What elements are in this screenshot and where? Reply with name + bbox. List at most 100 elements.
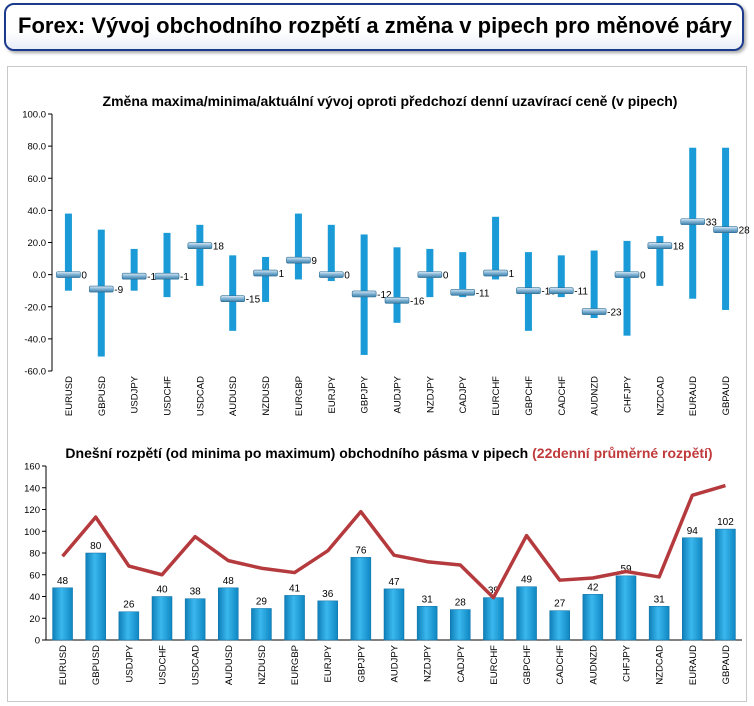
range-bar xyxy=(97,229,105,357)
category-label: EURCHF xyxy=(491,376,502,416)
bar xyxy=(682,537,703,641)
category-label: EURJPY xyxy=(327,375,338,413)
current-marker xyxy=(220,295,246,303)
bar-chart-bars: 48 80 26 40 38 48 29 41 36 76 47 31 28 39 49 27 42 59 31 94… xyxy=(52,517,736,641)
category-label: AUDUSD xyxy=(228,376,239,416)
category-label: EURGBP xyxy=(294,376,305,416)
bar xyxy=(52,587,73,641)
bar xyxy=(317,600,338,641)
category-label: AUDNZD xyxy=(590,376,601,416)
current-marker xyxy=(253,269,278,277)
current-marker xyxy=(647,242,673,250)
category-label: NZDJPY xyxy=(425,375,436,413)
bar-chart-title-group: Dnešní rozpětí (od minima po maximum) ob… xyxy=(65,445,712,461)
y-tick-label: 0.0 xyxy=(33,270,46,281)
current-marker xyxy=(384,297,410,304)
category-label: CADCHF xyxy=(557,376,568,416)
bar xyxy=(118,611,140,641)
category-label: NZDCAD xyxy=(655,376,666,416)
current-marker xyxy=(516,287,541,294)
current-marker xyxy=(318,271,344,278)
current-value-label: 28 xyxy=(739,226,751,237)
bar-value-label: 49 xyxy=(521,575,533,586)
current-value-label: 1 xyxy=(509,269,515,280)
current-value-label: -11 xyxy=(574,287,588,298)
range-chart-y-axis: 100.0 80.0 60.0 40.0 20.0 0.0 -20.0 -40.0 -60.0 xyxy=(22,110,53,378)
range-bar xyxy=(229,255,237,331)
bar-chart-x-axis: EURUSD GBPUSD USDJPY USDCHF USDCAD AUDUSD NZDU… xyxy=(58,644,732,685)
bar-value-label: 102 xyxy=(717,517,734,528)
current-value-label: -12 xyxy=(377,290,392,301)
category-label: GBPUSD xyxy=(97,376,108,416)
current-marker xyxy=(450,288,476,296)
range-chart-title: Změna maxima/minima/aktuální vývoj oprot… xyxy=(103,93,678,109)
category-label: GBPJPY xyxy=(360,375,371,413)
range-bar xyxy=(130,248,138,291)
y-tick-label: 60 xyxy=(29,570,40,581)
category-label: GBPAUD xyxy=(721,645,732,685)
current-value-label: 0 xyxy=(443,271,449,282)
bar xyxy=(350,557,372,641)
current-marker xyxy=(187,242,213,250)
bar-value-label: 26 xyxy=(123,600,135,611)
current-marker xyxy=(483,269,508,277)
category-label: EURUSD xyxy=(58,645,69,685)
current-marker xyxy=(614,271,640,278)
page-title: Forex: Vývoj obchodního rozpětí a změna … xyxy=(18,13,732,38)
category-label: EURAUD xyxy=(688,376,699,416)
bar-value-label: 59 xyxy=(620,564,632,575)
bar xyxy=(516,586,537,641)
y-tick-label: 40 xyxy=(29,592,40,603)
y-tick-label: -40.0 xyxy=(24,334,46,345)
y-tick-label: 80.0 xyxy=(28,142,47,153)
y-tick-label: 80 xyxy=(29,549,40,560)
y-tick-label: 20.0 xyxy=(28,238,47,249)
category-label: AUDJPY xyxy=(393,375,404,413)
category-label: EURUSD xyxy=(64,376,75,416)
range-bar xyxy=(492,216,500,280)
bar-value-label: 94 xyxy=(687,526,699,537)
bar-value-label: 42 xyxy=(587,582,599,593)
current-marker xyxy=(88,285,114,293)
range-chart-bars: 0 -9 -1 -1 18 -15 1 9 0 -12 -16 0 -11 1 -10 -11 -23 0 18 33… xyxy=(56,147,751,357)
category-label: GBPAUD xyxy=(721,376,732,416)
bar-value-label: 28 xyxy=(455,598,467,609)
current-value-label: -1 xyxy=(180,272,189,283)
y-tick-label: -20.0 xyxy=(24,302,46,313)
bar xyxy=(450,609,471,641)
y-tick-label: -60.0 xyxy=(24,367,46,378)
current-marker xyxy=(581,308,607,315)
bar xyxy=(151,596,173,641)
bar xyxy=(184,598,206,641)
range-chart: Změna maxima/minima/aktuální vývoj oprot… xyxy=(22,93,750,416)
bar-value-label: 40 xyxy=(156,585,168,596)
category-label: GBPCHF xyxy=(524,376,535,416)
bar-value-label: 36 xyxy=(322,589,334,600)
category-label: CADCHF xyxy=(555,645,566,685)
category-label: CADJPY xyxy=(456,644,467,682)
bar xyxy=(251,608,272,641)
bar-chart-average-line xyxy=(61,483,726,600)
bar-chart-title: Dnešní rozpětí (od minima po maximum) ob… xyxy=(65,445,528,461)
bar xyxy=(416,606,438,641)
category-label: GBPJPY xyxy=(356,644,367,682)
y-tick-label: 140 xyxy=(24,483,40,494)
range-bar xyxy=(294,213,302,280)
category-label: USDCHF xyxy=(158,645,169,685)
category-label: AUDUSD xyxy=(224,645,235,685)
range-chart-x-axis: EURUSD GBPUSD USDJPY USDCHF USDCAD AUDUSD NZDU… xyxy=(64,375,732,416)
category-label: CHFJPY xyxy=(623,375,634,413)
category-label: NZDCAD xyxy=(655,645,666,685)
bar xyxy=(648,606,670,641)
current-value-label: -16 xyxy=(410,296,425,307)
category-label: EURCHF xyxy=(489,645,500,685)
y-tick-label: 160 xyxy=(24,462,40,473)
bar-value-label: 27 xyxy=(554,599,566,610)
range-bar xyxy=(590,250,598,318)
bar-value-label: 76 xyxy=(355,545,367,556)
average-range-line xyxy=(61,483,726,600)
category-label: NZDUSD xyxy=(257,645,268,685)
category-label: USDCHF xyxy=(163,376,174,416)
bar-value-label: 48 xyxy=(223,576,235,587)
current-marker xyxy=(417,271,443,278)
